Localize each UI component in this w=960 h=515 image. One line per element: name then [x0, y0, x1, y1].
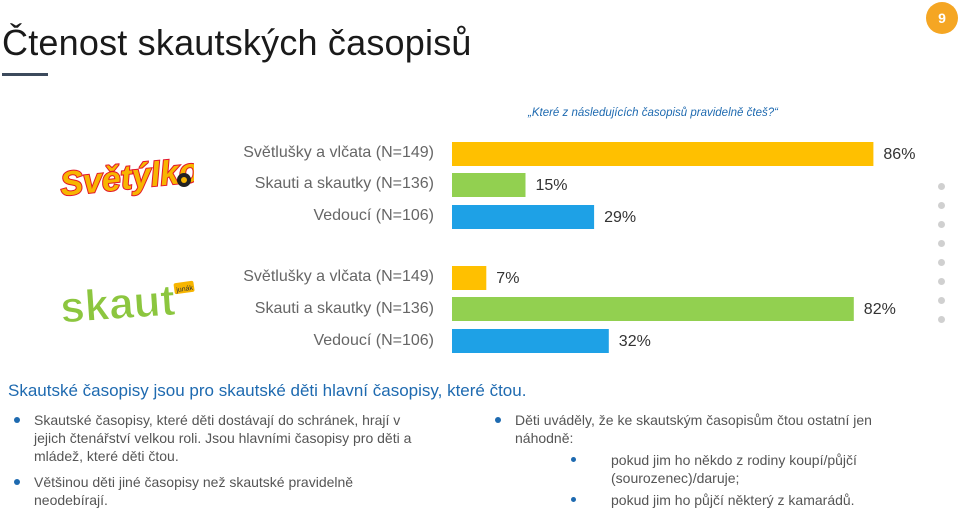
survey-question: „Které z následujících časopisů pravidel…	[528, 107, 778, 119]
bullet-item: Skautské časopisy, které děti dostávají …	[10, 411, 430, 465]
bar-0-0	[452, 142, 874, 166]
skaut-logo-badge: junák	[175, 285, 194, 294]
bullet-text: Děti uváděly, že ke skautským časopisům …	[515, 412, 872, 446]
skaut-logo-text: skaut	[59, 276, 177, 330]
sub-bullet-item: pokud jim ho půjčí některý z kamarádů.	[515, 491, 911, 509]
title-underline	[2, 73, 48, 76]
bar-value-label: 15%	[536, 177, 568, 194]
bar-1-0	[452, 266, 487, 290]
row-label: Vedoucí (N=106)	[313, 332, 434, 349]
bullet-item: Většinou děti jiné časopisy než skautské…	[10, 473, 430, 509]
bar-value-label: 86%	[883, 146, 915, 163]
left-bullet-list: Skautské časopisy, které děti dostávají …	[10, 411, 430, 515]
sub-bullet-item: pokud jim ho někdo z rodiny koupí/půjčí …	[515, 451, 911, 487]
bar-0-2	[452, 205, 595, 229]
bar-0-1	[452, 173, 526, 197]
page-number-badge: 9	[926, 2, 958, 34]
bar-1-1	[452, 297, 854, 321]
row-label: Vedoucí (N=106)	[313, 207, 434, 224]
skaut-logo: skaut junák	[58, 275, 195, 330]
bar-value-label: 82%	[864, 301, 896, 318]
slide-title: Čtenost skautských časopisů	[2, 22, 472, 63]
bar-1-2	[452, 329, 609, 353]
bar-value-label: 7%	[496, 270, 519, 287]
row-label: Skauti a skautky (N=136)	[254, 175, 434, 192]
bullet-item: Děti uváděly, že ke skautským časopisům …	[491, 411, 911, 509]
right-bullet-list: Děti uváděly, že ke skautským časopisům …	[491, 411, 911, 515]
svetylko-logo: Světýlko	[57, 150, 194, 204]
row-label: Světlušky a vlčata (N=149)	[243, 268, 434, 285]
bar-value-label: 32%	[619, 333, 651, 350]
decorative-dots	[938, 183, 945, 335]
bar-value-label: 29%	[604, 209, 636, 226]
row-label: Skauti a skautky (N=136)	[254, 300, 434, 317]
row-label: Světlušky a vlčata (N=149)	[243, 144, 434, 161]
summary-headline: Skautské časopisy jsou pro skautské děti…	[8, 381, 527, 400]
